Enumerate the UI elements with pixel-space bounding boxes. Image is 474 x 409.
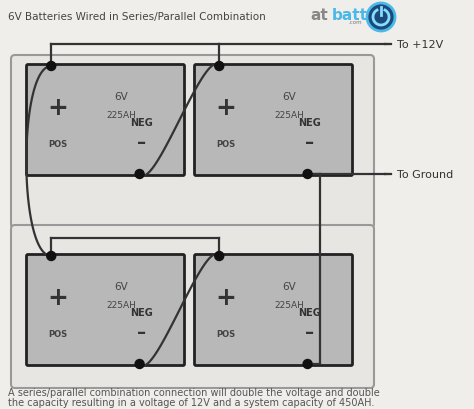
Text: 6V: 6V — [114, 92, 128, 102]
Text: the capacity resulting in a voltage of 12V and a system capacity of 450AH.: the capacity resulting in a voltage of 1… — [8, 397, 374, 407]
Text: 225AH: 225AH — [274, 300, 304, 309]
Text: 6V Batteries Wired in Series/Parallel Combination: 6V Batteries Wired in Series/Parallel Co… — [8, 12, 266, 22]
Circle shape — [215, 62, 224, 71]
Text: A series/parallel combination connection will double the voltage and double: A series/parallel combination connection… — [8, 387, 380, 397]
Text: 225AH: 225AH — [106, 300, 136, 309]
Text: 6V: 6V — [114, 281, 128, 292]
Circle shape — [135, 170, 144, 179]
Text: NEG: NEG — [298, 308, 320, 317]
Text: POS: POS — [216, 140, 235, 149]
Circle shape — [367, 4, 395, 32]
FancyBboxPatch shape — [27, 65, 184, 176]
Circle shape — [47, 252, 56, 261]
Circle shape — [303, 170, 312, 179]
FancyBboxPatch shape — [194, 255, 353, 366]
Text: batt: batt — [332, 8, 368, 23]
Text: 6V: 6V — [282, 92, 296, 102]
Text: 6V: 6V — [282, 281, 296, 292]
FancyBboxPatch shape — [27, 255, 184, 366]
FancyBboxPatch shape — [194, 65, 353, 176]
Circle shape — [215, 252, 224, 261]
Text: –: – — [137, 133, 146, 151]
Circle shape — [135, 360, 144, 369]
FancyBboxPatch shape — [11, 56, 374, 229]
Text: POS: POS — [48, 330, 67, 338]
Text: –: – — [305, 133, 314, 151]
Text: 225AH: 225AH — [106, 111, 136, 120]
Text: +: + — [215, 96, 236, 120]
Text: –: – — [137, 323, 146, 341]
Text: –: – — [305, 323, 314, 341]
Text: POS: POS — [216, 330, 235, 338]
Text: at: at — [310, 8, 328, 23]
Text: +: + — [47, 285, 68, 309]
Text: +: + — [215, 285, 236, 309]
Text: +: + — [47, 96, 68, 120]
Text: To Ground: To Ground — [397, 170, 453, 180]
Text: NEG: NEG — [130, 118, 153, 128]
Circle shape — [47, 62, 56, 71]
Text: .com: .com — [348, 20, 362, 25]
Text: NEG: NEG — [130, 308, 153, 317]
Text: POS: POS — [48, 140, 67, 149]
FancyBboxPatch shape — [11, 225, 374, 388]
Text: NEG: NEG — [298, 118, 320, 128]
Text: 225AH: 225AH — [274, 111, 304, 120]
Text: To +12V: To +12V — [397, 40, 443, 50]
Circle shape — [303, 360, 312, 369]
